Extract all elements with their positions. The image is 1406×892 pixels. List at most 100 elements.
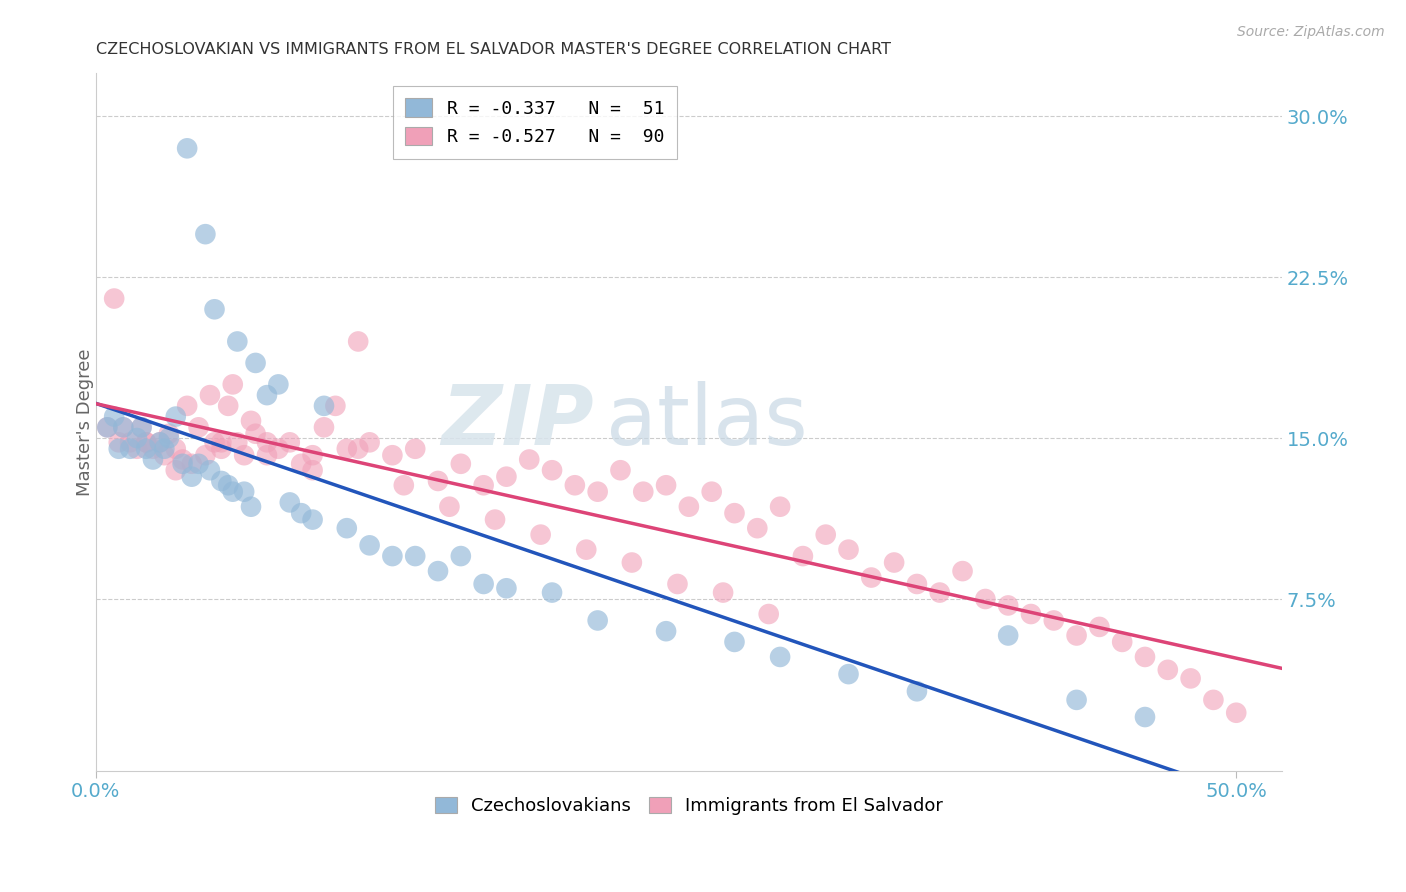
Point — [609, 463, 631, 477]
Point — [564, 478, 586, 492]
Point — [381, 549, 404, 563]
Point — [1157, 663, 1180, 677]
Point — [655, 478, 678, 492]
Point — [125, 442, 148, 456]
Point — [404, 549, 426, 563]
Point — [883, 556, 905, 570]
Point — [1225, 706, 1247, 720]
Point — [245, 356, 267, 370]
Text: ZIP: ZIP — [441, 382, 593, 462]
Point — [112, 420, 135, 434]
Point — [1088, 620, 1111, 634]
Point — [325, 399, 347, 413]
Point — [530, 527, 553, 541]
Point — [240, 414, 263, 428]
Point — [905, 577, 928, 591]
Point — [450, 549, 472, 563]
Point — [974, 592, 997, 607]
Point — [359, 435, 381, 450]
Point — [194, 448, 217, 462]
Point — [472, 577, 495, 591]
Point — [838, 542, 860, 557]
Point — [1019, 607, 1042, 621]
Point — [1042, 614, 1064, 628]
Point — [541, 463, 564, 477]
Point — [633, 484, 655, 499]
Point — [484, 513, 506, 527]
Point — [172, 452, 194, 467]
Point — [404, 442, 426, 456]
Point — [700, 484, 723, 499]
Point — [666, 577, 689, 591]
Point — [96, 420, 118, 434]
Point — [125, 431, 148, 445]
Point — [198, 463, 221, 477]
Point — [267, 377, 290, 392]
Point — [381, 448, 404, 462]
Point — [586, 614, 609, 628]
Point — [278, 435, 301, 450]
Point — [157, 431, 180, 445]
Point — [747, 521, 769, 535]
Point — [427, 474, 450, 488]
Point — [107, 435, 129, 450]
Point — [711, 585, 734, 599]
Point — [204, 435, 226, 450]
Point — [172, 457, 194, 471]
Point — [267, 442, 290, 456]
Point — [928, 585, 950, 599]
Point — [792, 549, 814, 563]
Point — [180, 457, 202, 471]
Point — [814, 527, 837, 541]
Point — [495, 469, 517, 483]
Point — [838, 667, 860, 681]
Point — [131, 420, 153, 434]
Point — [450, 457, 472, 471]
Point — [112, 420, 135, 434]
Point — [1202, 693, 1225, 707]
Point — [575, 542, 598, 557]
Point — [187, 457, 209, 471]
Point — [997, 599, 1019, 613]
Point — [107, 442, 129, 456]
Point — [149, 435, 172, 450]
Point — [359, 538, 381, 552]
Point — [135, 442, 157, 456]
Point — [256, 435, 278, 450]
Point — [157, 426, 180, 441]
Point — [222, 484, 245, 499]
Point — [209, 435, 232, 450]
Point — [233, 448, 256, 462]
Legend: Czechoslovakians, Immigrants from El Salvador: Czechoslovakians, Immigrants from El Sal… — [426, 789, 952, 824]
Point — [120, 442, 142, 456]
Point — [312, 399, 335, 413]
Point — [1066, 628, 1088, 642]
Point — [226, 435, 249, 450]
Point — [541, 585, 564, 599]
Point — [495, 581, 517, 595]
Point — [620, 556, 643, 570]
Point — [427, 564, 450, 578]
Point — [1111, 635, 1133, 649]
Point — [194, 227, 217, 242]
Point — [1133, 649, 1156, 664]
Point — [678, 500, 700, 514]
Point — [392, 478, 415, 492]
Point — [347, 442, 370, 456]
Point — [142, 442, 165, 456]
Point — [233, 484, 256, 499]
Point — [153, 442, 176, 456]
Point — [517, 452, 540, 467]
Point — [586, 484, 609, 499]
Point — [1066, 693, 1088, 707]
Point — [131, 420, 153, 434]
Point — [96, 420, 118, 434]
Text: atlas: atlas — [606, 382, 807, 462]
Point — [278, 495, 301, 509]
Point — [758, 607, 780, 621]
Point — [165, 409, 187, 424]
Point — [723, 635, 745, 649]
Point — [135, 435, 157, 450]
Point — [217, 478, 239, 492]
Point — [240, 500, 263, 514]
